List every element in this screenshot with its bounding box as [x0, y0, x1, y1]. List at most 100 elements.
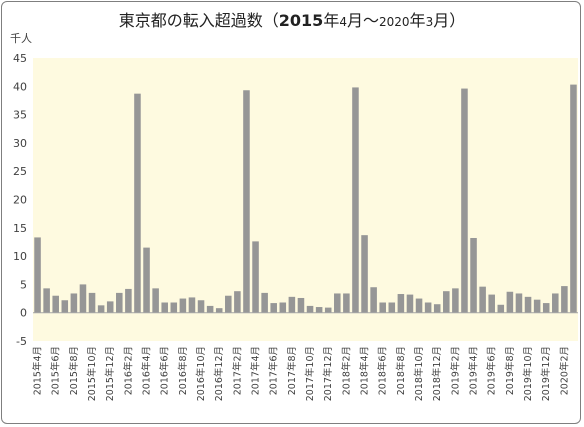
bar-2016年10月 [197, 300, 205, 313]
bar-2019年7月 [497, 304, 505, 313]
bar-2015年8月 [70, 293, 78, 313]
bar-2017年9月 [297, 297, 305, 313]
x-tick-label: 2015年6月 [50, 346, 62, 395]
title-start-month: 4 [339, 15, 347, 29]
x-tick-label: 2016年6月 [159, 346, 171, 395]
bar-2015年4月 [34, 237, 41, 313]
x-tick-label: 2016年2月 [122, 346, 134, 395]
y-axis-unit-label: 千人 [10, 32, 32, 45]
bar-2019年5月 [479, 286, 486, 313]
x-tick-label: 2018年12月 [431, 346, 443, 401]
title-end-year: 2020 [379, 15, 410, 29]
y-tick-label: 0 [20, 307, 27, 320]
x-tick-label: 2017年10月 [304, 346, 316, 401]
bar-2018年9月 [406, 294, 414, 313]
bar-2018年1月 [334, 293, 341, 313]
bar-2019年4月 [470, 237, 477, 313]
bar-2015年10月 [88, 292, 96, 313]
bar-2019年8月 [506, 291, 514, 313]
y-tick-label: 10 [13, 250, 27, 263]
x-tick-label: 2016年4月 [141, 346, 153, 395]
bar-series [34, 84, 577, 313]
bar-2018年8月 [397, 294, 405, 313]
bar-2017年1月 [225, 295, 232, 313]
bar-2017年6月 [270, 303, 277, 313]
x-axis-ticks: 2015年4月 2015年6月 2015年8月 2015年10月 2015年12月 201… [32, 346, 571, 401]
x-tick-label: 2019年12月 [540, 346, 552, 401]
bar-2018年12月 [433, 304, 441, 313]
bar-2018年5月 [370, 287, 377, 313]
y-tick-label: 20 [13, 194, 27, 207]
bar-2019年1月 [443, 291, 450, 313]
bar-2017年11月 [315, 307, 323, 313]
bar-2017年8月 [288, 296, 296, 313]
x-tick-label: 2016年12月 [213, 346, 225, 401]
x-tick-label: 2018年4月 [359, 346, 371, 395]
bar-2018年10月 [415, 298, 423, 313]
bar-2018年4月 [361, 235, 368, 313]
bar-2016年1月 [116, 292, 123, 313]
bar-2017年3月 [243, 90, 250, 313]
bar-2017年10月 [306, 305, 314, 313]
bar-2016年5月 [152, 288, 159, 313]
x-tick-label: 2015年4月 [32, 346, 44, 395]
y-tick-label: 40 [13, 80, 27, 93]
bar-2017年2月 [234, 291, 241, 313]
y-axis-ticks: -5 0 5 10 15 20 25 30 35 40 45 [13, 52, 27, 348]
bar-2019年9月 [515, 293, 523, 313]
y-tick-label: 5 [20, 278, 27, 291]
bar-2016年12月 [215, 308, 223, 313]
plot-area [33, 58, 578, 341]
bar-2015年9月 [79, 284, 87, 313]
title-end-month-suffix: 月 [433, 11, 449, 30]
bar-2017年7月 [279, 302, 287, 313]
bar-2019年11月 [533, 299, 541, 313]
x-tick-label: 2017年12月 [322, 346, 334, 401]
bar-2018年2月 [343, 293, 350, 313]
bar-2015年6月 [52, 295, 59, 313]
bar-2016年4月 [143, 247, 150, 313]
y-tick-label: 30 [13, 137, 27, 150]
bar-2018年3月 [352, 87, 359, 313]
x-tick-label: 2015年12月 [104, 346, 116, 401]
x-tick-label: 2017年2月 [231, 346, 243, 395]
y-tick-label: 25 [13, 165, 27, 178]
bar-2018年11月 [424, 302, 432, 313]
title-end-month: 3 [426, 15, 434, 29]
title-tilde: ～ [363, 11, 379, 30]
bar-2016年11月 [206, 305, 214, 313]
bar-2015年12月 [106, 301, 114, 313]
x-tick-label: 2019年6月 [486, 346, 498, 395]
bar-2015年5月 [43, 288, 50, 313]
title-close-paren: ） [449, 11, 465, 30]
x-tick-label: 2019年2月 [449, 346, 461, 395]
title-start-month-suffix: 月 [347, 11, 363, 30]
title-open-paren: （ [263, 11, 279, 30]
title-start-year: 2015 [279, 11, 324, 30]
x-tick-label: 2018年2月 [340, 346, 352, 395]
x-tick-label: 2018年8月 [395, 346, 407, 395]
x-tick-label: 2019年8月 [504, 346, 516, 395]
bar-2016年3月 [134, 93, 141, 313]
bar-2020年2月 [561, 286, 568, 313]
bar-2017年5月 [261, 292, 268, 313]
x-tick-label: 2016年10月 [195, 346, 207, 401]
bar-2017年12月 [324, 307, 332, 313]
x-tick-label: 2018年6月 [377, 346, 389, 395]
bar-2019年2月 [452, 288, 459, 313]
bar-2020年3月 [570, 84, 577, 313]
bar-2015年7月 [61, 300, 69, 313]
y-tick-label: 35 [13, 109, 27, 122]
bar-2016年6月 [161, 302, 168, 313]
bar-2016年9月 [188, 297, 196, 313]
bar-2018年6月 [379, 302, 386, 313]
x-tick-label: 2017年8月 [286, 346, 298, 395]
bar-2016年8月 [179, 298, 187, 313]
x-tick-label: 2015年8月 [68, 346, 80, 395]
x-tick-label: 2018年10月 [413, 346, 425, 401]
bar-2016年2月 [125, 288, 132, 313]
title-start-year-suffix: 年 [323, 11, 339, 30]
bar-2019年10月 [524, 296, 532, 313]
x-tick-label: 2019年10月 [522, 346, 534, 401]
